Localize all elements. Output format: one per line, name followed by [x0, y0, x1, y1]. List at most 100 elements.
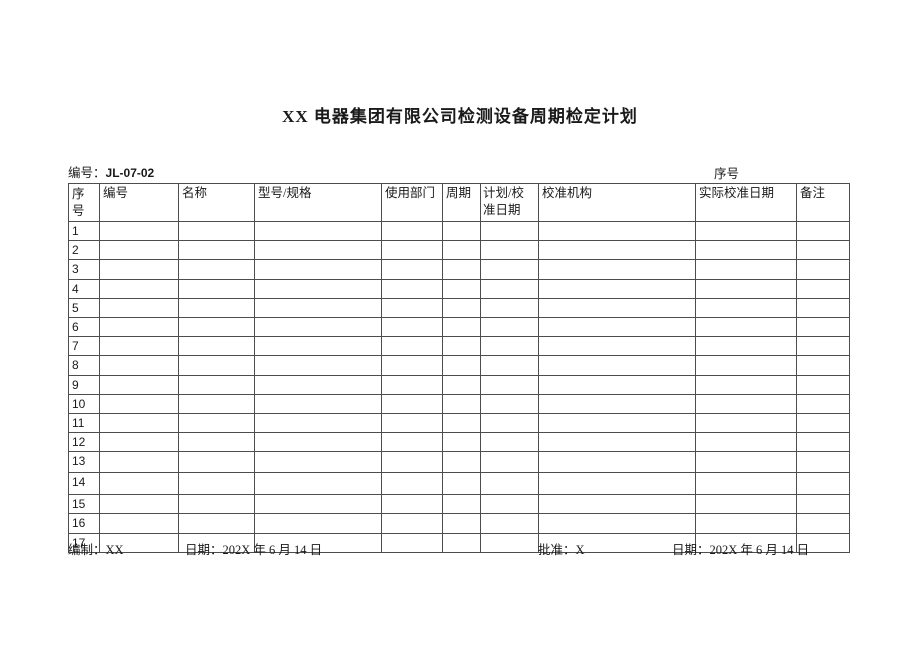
- empty-cell: [796, 259, 850, 280]
- empty-cell: [381, 336, 443, 357]
- empty-cell: [381, 297, 443, 318]
- column-header-cycle: 周期: [442, 183, 481, 222]
- table-row: 15: [68, 494, 850, 515]
- empty-cell: [796, 355, 850, 376]
- empty-cell: [538, 355, 696, 376]
- prepared-date: 日期：202X 年 6 月 14 日: [185, 539, 322, 558]
- table-row: 2: [68, 240, 850, 261]
- row-number-cell: 6: [68, 316, 100, 338]
- empty-cell: [178, 259, 255, 280]
- column-header-planned-calibration-date: 计划/校准日期: [480, 183, 539, 222]
- empty-cell: [480, 374, 539, 395]
- empty-cell: [442, 316, 481, 338]
- empty-cell: [442, 220, 481, 242]
- empty-cell: [695, 393, 797, 414]
- row-number-cell: 8: [68, 355, 100, 376]
- empty-cell: [442, 355, 481, 376]
- column-header-actual-calibration-date: 实际校准日期: [695, 183, 797, 222]
- empty-cell: [99, 278, 179, 299]
- empty-cell: [254, 259, 382, 280]
- approved-date: 日期：202X 年 6 月 14 日: [672, 539, 809, 558]
- empty-cell: [442, 412, 481, 434]
- empty-cell: [178, 297, 255, 318]
- empty-cell: [178, 240, 255, 261]
- empty-cell: [178, 393, 255, 414]
- doc-number-line: 编号：JL-07-02: [68, 162, 154, 181]
- empty-cell: [442, 451, 481, 474]
- column-header-department: 使用部门: [381, 183, 443, 222]
- empty-cell: [381, 355, 443, 376]
- empty-cell: [99, 240, 179, 261]
- prepared-date-label: 日期：: [185, 543, 223, 557]
- approved-by: 批准：X: [538, 539, 585, 558]
- table-row: 1: [68, 220, 850, 242]
- empty-cell: [695, 259, 797, 280]
- row-number-cell: 3: [68, 259, 100, 280]
- table-row: 8: [68, 355, 850, 376]
- empty-cell: [254, 240, 382, 261]
- row-number-cell: 9: [68, 374, 100, 395]
- table-row: 4: [68, 278, 850, 299]
- empty-cell: [796, 240, 850, 261]
- empty-cell: [99, 355, 179, 376]
- row-number-cell: 5: [68, 297, 100, 318]
- empty-cell: [381, 278, 443, 299]
- empty-cell: [178, 412, 255, 434]
- empty-cell: [538, 240, 696, 261]
- empty-cell: [178, 472, 255, 496]
- empty-cell: [254, 494, 382, 515]
- empty-cell: [254, 472, 382, 496]
- empty-cell: [695, 278, 797, 299]
- empty-cell: [695, 316, 797, 338]
- row-number-cell: 15: [68, 494, 100, 515]
- empty-cell: [480, 297, 539, 318]
- empty-cell: [695, 355, 797, 376]
- empty-cell: [796, 451, 850, 474]
- empty-cell: [480, 259, 539, 280]
- row-number-cell: 16: [68, 513, 100, 534]
- empty-cell: [538, 451, 696, 474]
- empty-cell: [796, 532, 850, 553]
- empty-cell: [796, 472, 850, 496]
- empty-cell: [480, 472, 539, 496]
- page-title: XX 电器集团有限公司检测设备周期检定计划: [282, 107, 638, 126]
- empty-cell: [178, 513, 255, 534]
- empty-cell: [480, 220, 539, 242]
- empty-cell: [538, 278, 696, 299]
- empty-cell: [381, 432, 443, 453]
- row-number-cell: 10: [68, 393, 100, 414]
- empty-cell: [442, 513, 481, 534]
- empty-cell: [254, 278, 382, 299]
- empty-cell: [178, 220, 255, 242]
- empty-cell: [480, 513, 539, 534]
- column-header-code: 编号: [99, 183, 179, 222]
- empty-cell: [381, 393, 443, 414]
- empty-cell: [99, 336, 179, 357]
- table-row: 16: [68, 513, 850, 534]
- empty-cell: [538, 393, 696, 414]
- row-number-cell: 14: [68, 472, 100, 496]
- empty-cell: [99, 259, 179, 280]
- empty-cell: [480, 240, 539, 261]
- empty-cell: [538, 316, 696, 338]
- table-row: 10: [68, 393, 850, 414]
- empty-cell: [442, 374, 481, 395]
- empty-cell: [695, 374, 797, 395]
- doc-number-value: JL-07-02: [105, 166, 155, 180]
- empty-cell: [254, 336, 382, 357]
- row-number-cell: 7: [68, 336, 100, 357]
- empty-cell: [442, 336, 481, 357]
- empty-cell: [99, 374, 179, 395]
- empty-cell: [796, 513, 850, 534]
- empty-cell: [178, 336, 255, 357]
- empty-cell: [381, 412, 443, 434]
- empty-cell: [254, 393, 382, 414]
- prepared-by-value: XX: [105, 543, 124, 557]
- row-number-cell: 4: [68, 278, 100, 299]
- empty-cell: [99, 494, 179, 515]
- empty-cell: [254, 220, 382, 242]
- table-row: 12: [68, 432, 850, 453]
- table-row: 17: [68, 532, 850, 553]
- row-number-cell: 1: [68, 220, 100, 242]
